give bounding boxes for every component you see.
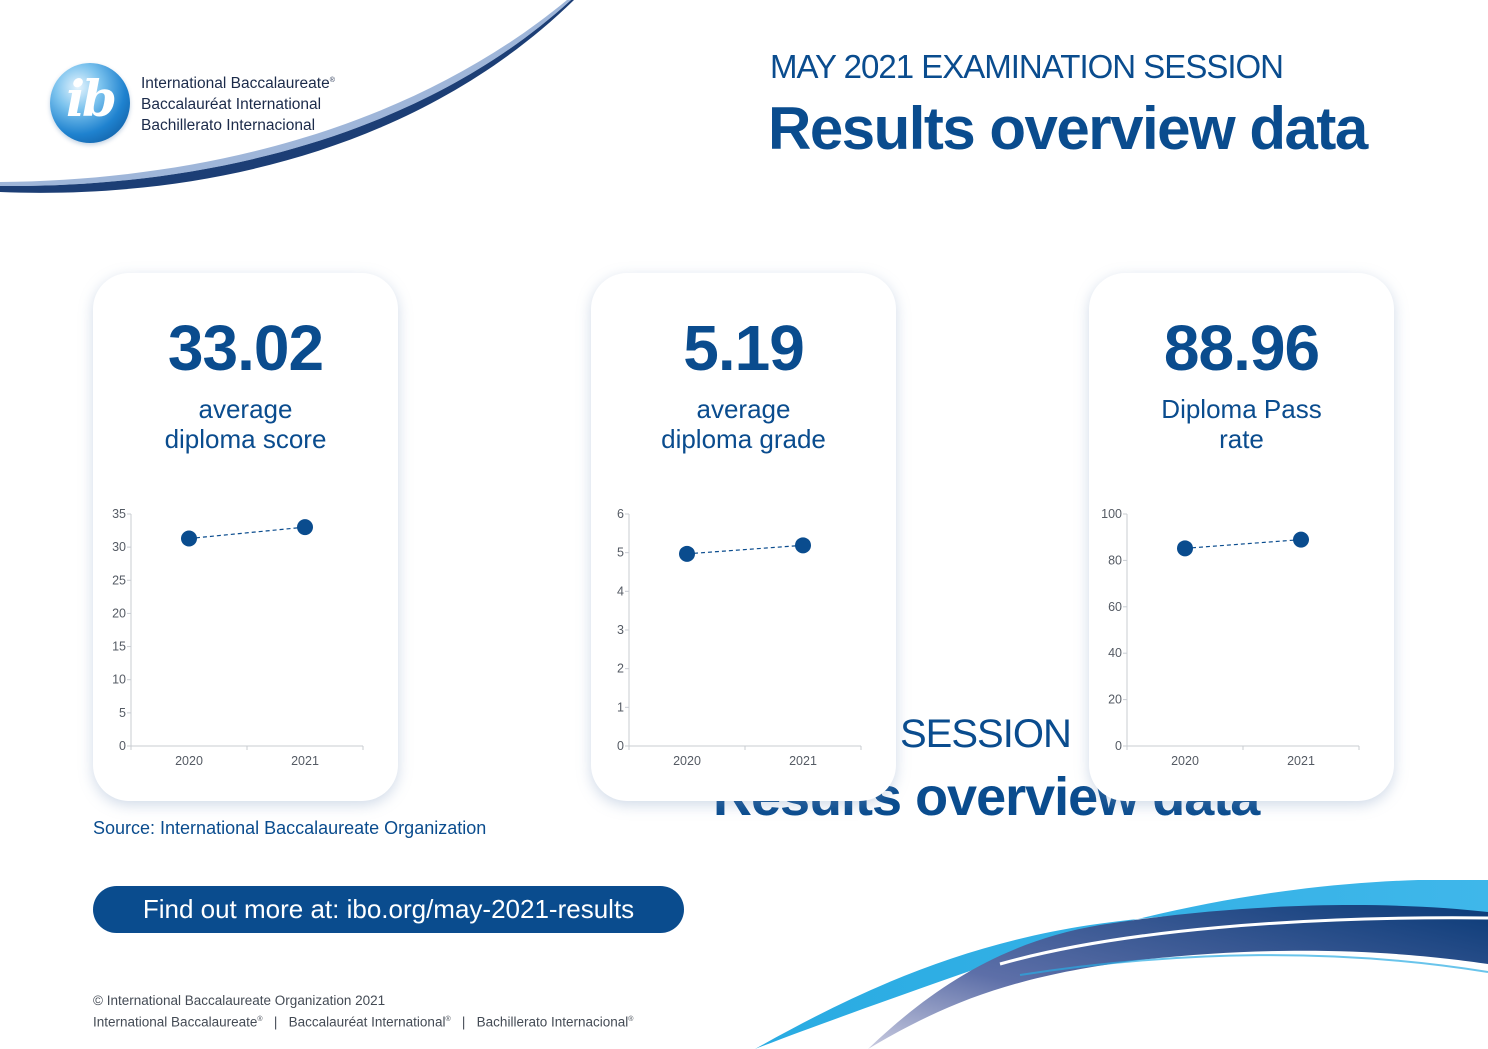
source-note: Source: International Baccalaureate Orga… [93,818,487,838]
series-line [1184,539,1302,549]
y-tick-label: 100 [1101,507,1122,521]
y-tick-label: 10 [112,673,126,687]
stat-card-pass-rate: 88.96 Diploma Pass rate 0 20 40 60 80 100 2020… [1089,273,1394,801]
footer-swoosh-decoration [755,880,1488,1049]
y-tick-label: 40 [1108,646,1122,660]
org-name-french: Baccalauréat International [141,96,322,114]
grade-trend-chart: 0 1 2 3 4 5 6 2020 2021 [617,507,862,768]
y-tick-label: 60 [1108,600,1122,614]
data-point [679,545,695,562]
y-tick-label: 30 [112,540,126,554]
y-tick-label: 3 [617,623,624,637]
stat-label: average diploma score [164,394,327,454]
y-tick-label: 2 [617,662,624,676]
footer-org-names: International Baccalaureate® | Baccalaur… [93,1014,634,1030]
y-tick-label: 4 [617,584,624,598]
organization-names: International Baccalaureate® Baccalauréa… [141,70,335,136]
y-tick-label: 20 [112,606,126,620]
stat-value: 88.96 [1163,312,1320,384]
y-tick-label: 25 [112,573,126,587]
stat-value: 33.02 [167,312,324,384]
footer-copyright: © International Baccalaureate Organizati… [93,991,633,1032]
stat-label: average diploma grade [661,394,826,454]
y-tick-label: 35 [112,507,126,521]
x-tick-label: 2021 [291,754,319,768]
y-tick-label: 5 [617,546,624,560]
stat-card-diploma-score: 33.02 average diploma score 0 5 10 15 20 25 30… [93,273,398,801]
ghost-session-text: SESSION [900,712,1072,756]
data-point [1177,540,1193,557]
session-subtitle: MAY 2021 EXAMINATION SESSION [770,48,1284,85]
data-point [795,537,811,554]
data-point [297,519,313,536]
y-tick-label: 6 [617,507,624,521]
data-point [1293,531,1309,548]
y-tick-label: 5 [119,706,126,720]
org-name-spanish: Bachillerato Internacional [141,117,316,135]
series-line [188,526,306,540]
copyright-line: © International Baccalaureate Organizati… [93,993,386,1008]
y-tick-label: 0 [1115,739,1122,753]
y-tick-label: 20 [1108,693,1122,707]
x-tick-label: 2020 [175,754,203,768]
stat-label: Diploma Pass rate [1161,394,1322,454]
x-tick-label: 2020 [673,754,701,768]
org-name-english: International Baccalaureate® [141,75,335,93]
stat-card-diploma-grade: 5.19 average diploma grade 0 1 2 3 4 5 6 2020 20… [591,273,896,801]
page-title: Results overview data [768,95,1368,162]
ib-logo-icon: ib [50,63,130,143]
y-tick-label: 0 [119,739,126,753]
data-point [181,530,197,547]
stat-value: 5.19 [683,312,805,384]
find-out-more-link[interactable]: Find out more at: ibo.org/may-2021-resul… [93,886,684,933]
x-tick-label: 2021 [789,754,817,768]
pass-rate-trend-chart: 0 20 40 60 80 100 2020 2021 [1101,507,1360,768]
x-tick-label: 2021 [1287,754,1315,768]
score-trend-chart: 0 5 10 15 20 25 30 35 2020 2021 [112,507,364,768]
y-tick-label: 1 [617,700,624,714]
y-tick-label: 0 [617,739,624,753]
y-tick-label: 80 [1108,553,1122,567]
header-swoosh-decoration [0,0,574,193]
series-line [686,544,804,555]
y-tick-label: 15 [112,640,126,654]
x-tick-label: 2020 [1171,754,1199,768]
